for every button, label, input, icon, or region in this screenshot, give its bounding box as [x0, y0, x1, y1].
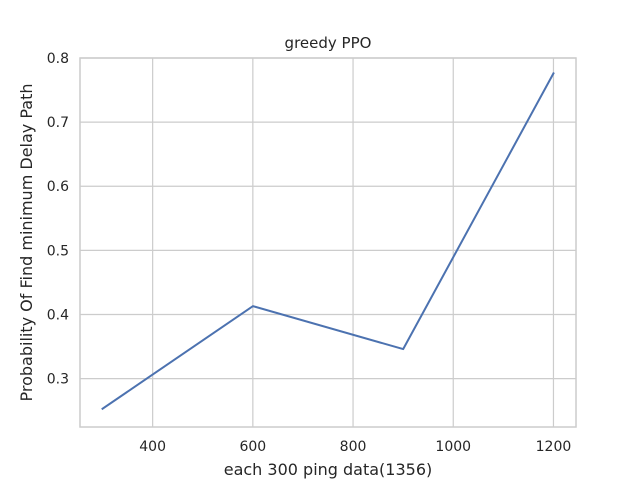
x-tick-label: 1200: [536, 439, 572, 455]
y-tick-label: 0.6: [47, 179, 69, 195]
y-axis-title: Probability Of Find minimum Delay Path: [17, 84, 36, 402]
x-tick-label: 800: [340, 439, 367, 455]
y-tick-label: 0.7: [47, 115, 69, 131]
y-tick-label: 0.4: [47, 307, 69, 323]
series-layer: [101, 72, 555, 411]
y-tick-label: 0.3: [47, 372, 69, 388]
chart-title: greedy PPO: [285, 34, 372, 52]
series-line: [101, 72, 555, 411]
tick-labels: 400 600 800 1000 1200 0.3 0.4 0.5 0.6 0.7 0.8: [47, 51, 572, 455]
x-tick-label: 400: [139, 439, 166, 455]
grid-layer: [80, 57, 576, 427]
y-tick-label: 0.5: [47, 243, 69, 259]
x-axis-title: each 300 ping data(1356): [224, 460, 433, 479]
plot-area: [79, 57, 577, 428]
y-tick-label: 0.8: [47, 51, 69, 67]
x-tick-label: 600: [239, 439, 266, 455]
x-tick-label: 1000: [435, 439, 471, 455]
